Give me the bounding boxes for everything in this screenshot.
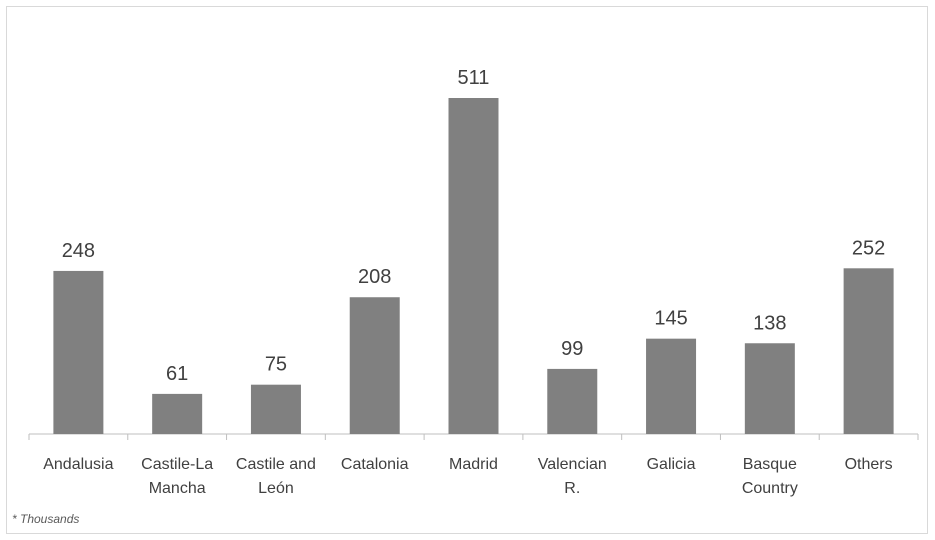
data-label: 138 xyxy=(753,312,786,334)
category-label: Valencian R. xyxy=(538,456,607,497)
bar xyxy=(349,297,400,434)
category-label: Castile-La Mancha xyxy=(141,456,213,497)
category-label: Basque Country xyxy=(742,456,798,497)
category-label: Castile and León xyxy=(236,456,316,497)
bar xyxy=(448,98,499,434)
bar xyxy=(646,338,697,434)
bar xyxy=(250,384,301,434)
data-label: 252 xyxy=(852,237,885,259)
bar xyxy=(843,268,894,434)
data-label: 208 xyxy=(358,266,391,288)
data-label: 61 xyxy=(166,363,188,385)
data-label: 99 xyxy=(561,338,583,360)
category-label: Andalusia xyxy=(43,456,113,473)
bar xyxy=(744,343,795,434)
category-label: Others xyxy=(845,456,893,473)
category-label: Madrid xyxy=(449,456,498,473)
data-label: 145 xyxy=(654,308,687,330)
category-label: Catalonia xyxy=(341,456,409,473)
bar xyxy=(53,270,104,434)
data-label: 511 xyxy=(458,67,490,89)
data-label: 75 xyxy=(265,354,287,376)
bar xyxy=(152,393,203,434)
bar xyxy=(547,368,598,434)
units-footnote: * Thousands xyxy=(12,512,80,526)
data-label: 248 xyxy=(62,240,95,262)
category-label: Galicia xyxy=(647,456,696,473)
